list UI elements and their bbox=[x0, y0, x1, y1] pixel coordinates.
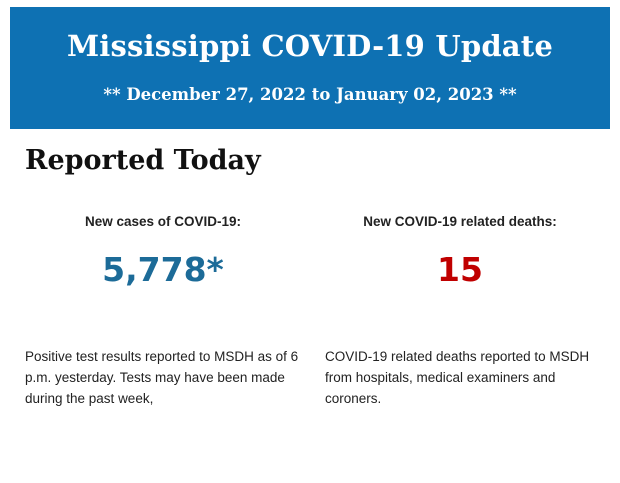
cases-note: Positive test results reported to MSDH a… bbox=[25, 349, 299, 406]
new-deaths-label: New COVID-19 related deaths: bbox=[363, 214, 557, 229]
section-title: Reported Today bbox=[25, 145, 261, 176]
deaths-note: COVID-19 related deaths reported to MSDH… bbox=[325, 349, 590, 406]
new-cases-value: 5,778* bbox=[102, 250, 224, 289]
date-range: ** December 27, 2022 to January 02, 2023… bbox=[103, 85, 517, 104]
new-deaths-value: 15 bbox=[437, 250, 483, 289]
new-cases-label: New cases of COVID-19: bbox=[84, 214, 242, 229]
page-title: Mississippi COVID-19 Update bbox=[66, 29, 554, 63]
header-banner: Mississippi COVID-19 Update ** December … bbox=[10, 7, 610, 129]
